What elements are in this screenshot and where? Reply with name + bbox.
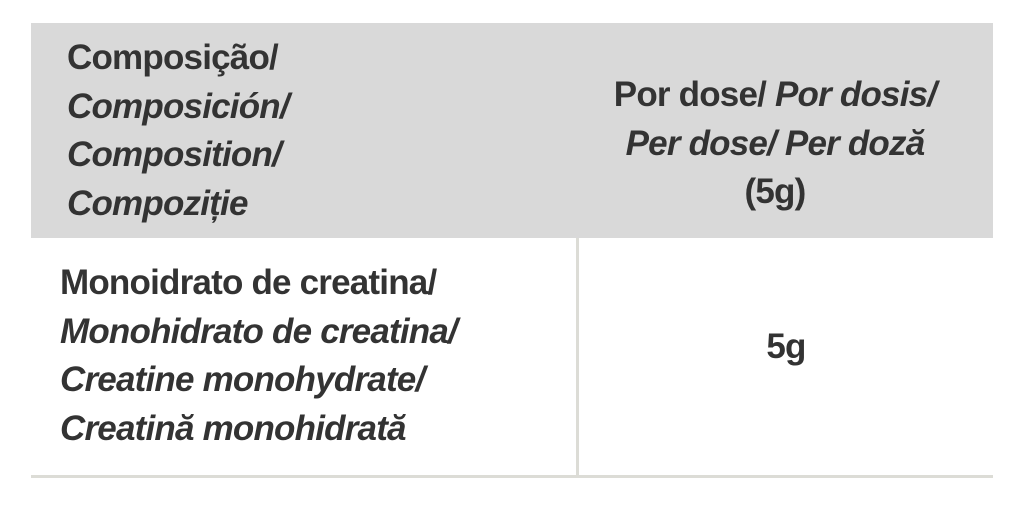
ingredient-es: Monohidrato de creatina/ xyxy=(60,311,458,351)
header-composition-es: Composición/ xyxy=(67,86,290,126)
table-bottom-rule xyxy=(31,475,993,478)
ingredient-ro: Creatină monohidrată xyxy=(60,408,407,448)
header-per-dose-es: Por dosis/ xyxy=(766,75,937,114)
header-composition-pt: Composição/ xyxy=(67,38,279,77)
header-composition-ro: Compoziție xyxy=(67,183,248,223)
ingredient-en: Creatine monohydrate/ xyxy=(60,360,425,399)
header-per-dose-en-ro: Per dose/ Per doză xyxy=(625,123,926,163)
table-row-amount: 5g xyxy=(579,323,993,372)
header-per-dose: Por dose/ Por dosis/ Per dose/ Per doză … xyxy=(579,71,971,217)
table-header xyxy=(31,23,993,238)
amount-value: 5g xyxy=(766,327,806,366)
header-per-dose-pt: Por dose/ xyxy=(613,75,767,114)
header-composition-en: Composition/ xyxy=(67,135,282,174)
header-composition: Composição/ Composición/ Composition/ Co… xyxy=(67,34,290,228)
column-divider xyxy=(576,238,579,476)
ingredient-pt: Monoidrato de creatina/ xyxy=(60,263,437,302)
header-per-dose-size: (5g) xyxy=(744,172,807,211)
table-row-ingredient: Monoidrato de creatina/ Monohidrato de c… xyxy=(60,259,458,453)
